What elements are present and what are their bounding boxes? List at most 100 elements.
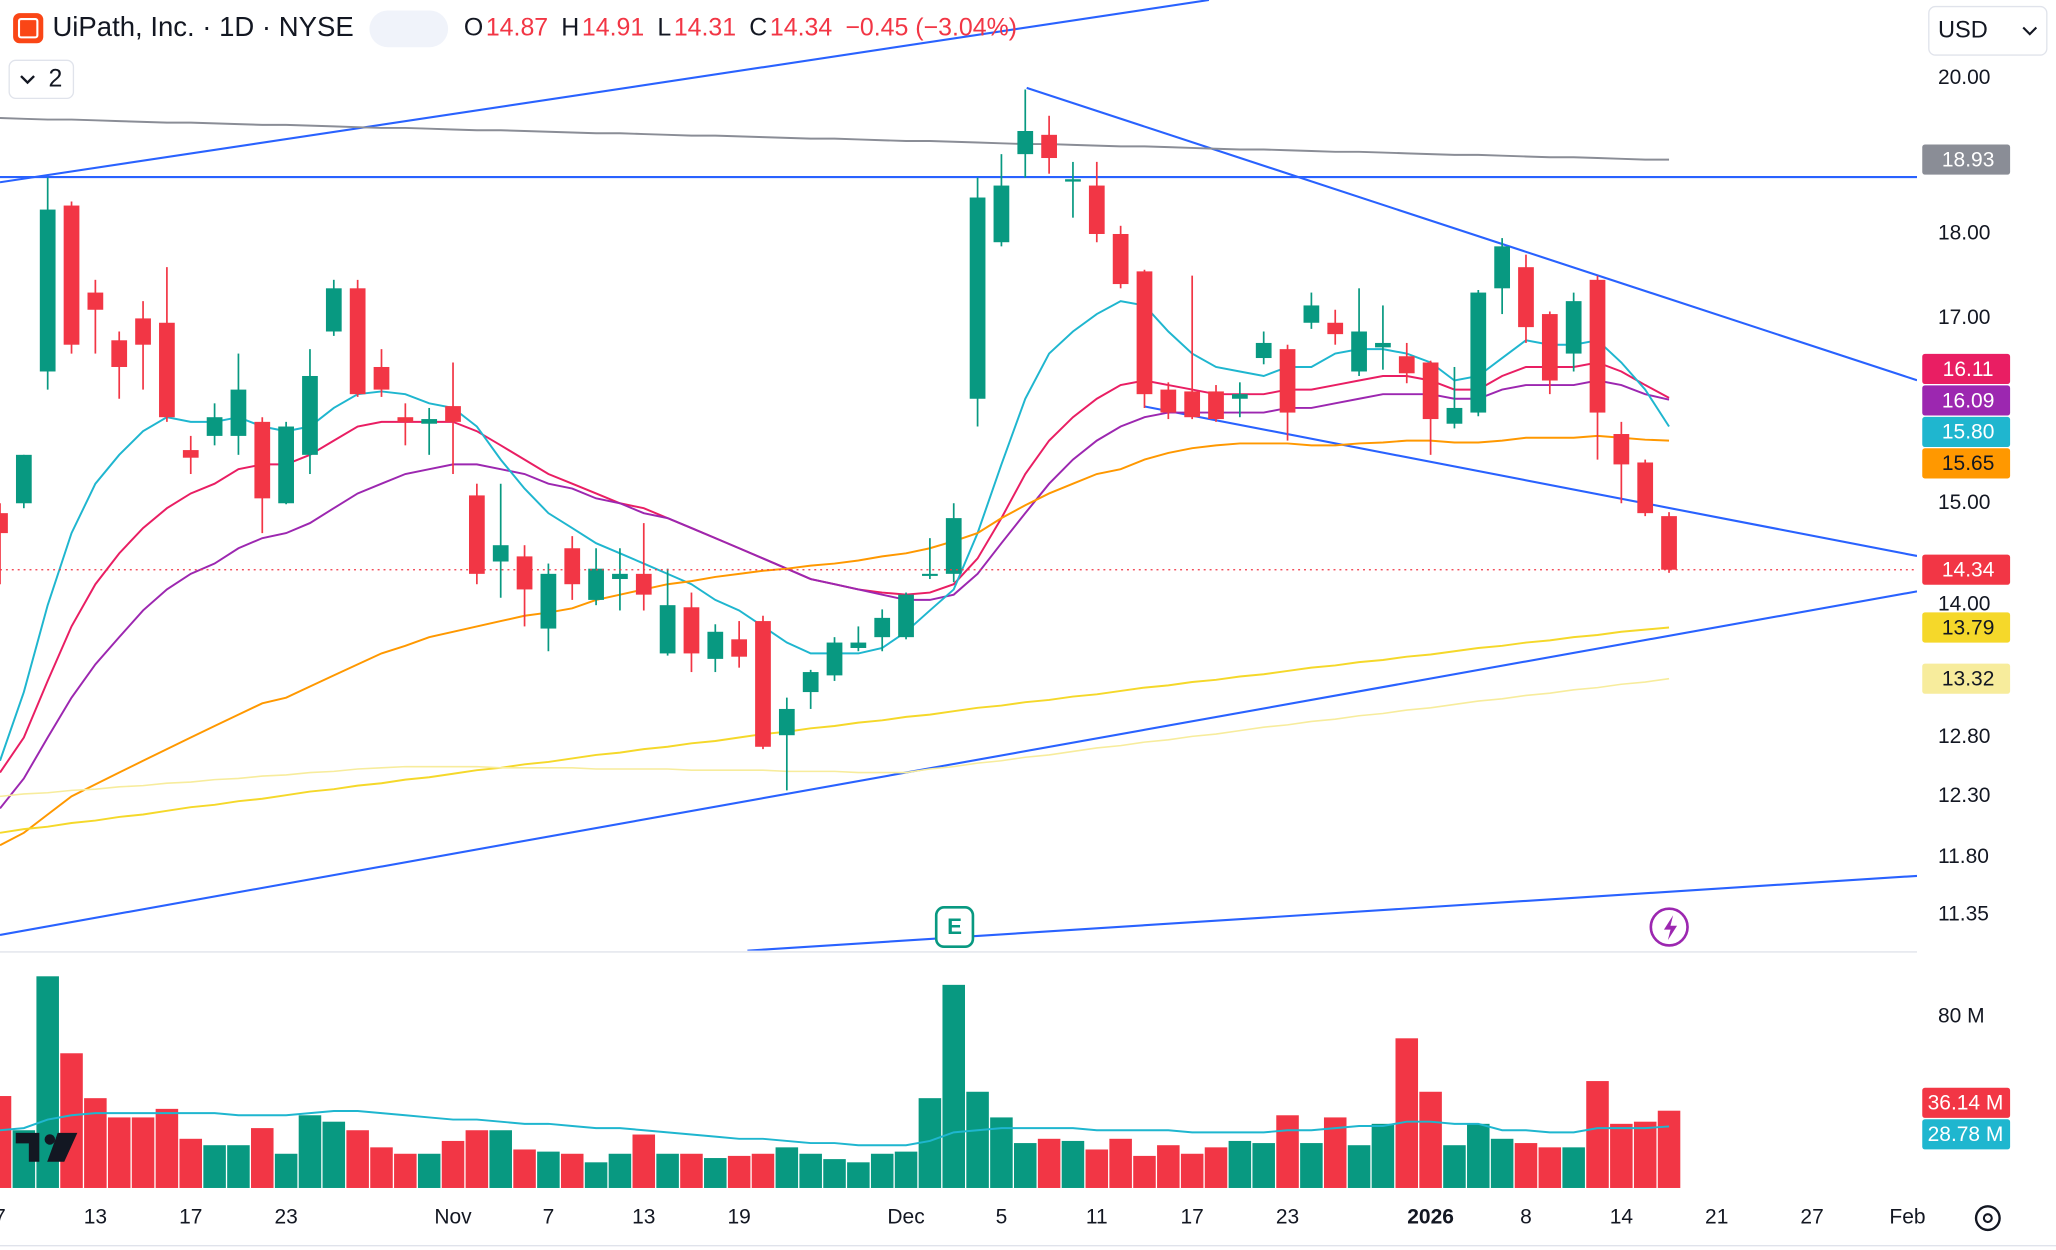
candle-body <box>1661 516 1677 570</box>
status-pill[interactable] <box>369 10 449 48</box>
ohlc-key: O <box>464 13 483 41</box>
price-tag-label: 15.65 <box>1942 452 1994 475</box>
symbol-title: UiPath, Inc. · 1D · NYSE <box>52 11 353 42</box>
volume-bar <box>1562 1147 1585 1188</box>
volume-bar <box>775 1147 799 1188</box>
candle-body <box>755 621 771 747</box>
volume-bar <box>1586 1081 1609 1188</box>
candle-body <box>230 389 247 436</box>
volume-bar <box>346 1130 369 1188</box>
volume-bar <box>1633 1121 1657 1188</box>
candle-body <box>421 419 438 424</box>
volume-bar <box>1443 1145 1466 1188</box>
candle-body <box>1208 391 1224 420</box>
volume-tag-label: 28.78 M <box>1928 1123 2004 1146</box>
candle-body <box>1017 130 1034 155</box>
volume-bar <box>870 1153 894 1188</box>
logo-part <box>47 1132 78 1162</box>
candle-body <box>1160 389 1177 413</box>
header: UiPath, Inc. · 1D · NYSE ✱≈O14.87H14.91L… <box>13 11 1017 44</box>
volume-bar <box>1109 1138 1132 1188</box>
volume-bar <box>680 1153 703 1188</box>
price-tag <box>1922 353 2011 385</box>
volume-bar <box>1657 1110 1681 1188</box>
volume-bar <box>560 1153 584 1188</box>
indicators-toggle[interactable] <box>8 59 75 100</box>
x-tick-label: 27 <box>1800 1206 1823 1229</box>
volume-pane <box>0 976 1681 1188</box>
candle-body <box>993 185 1010 243</box>
volume-bar <box>1467 1123 1490 1188</box>
candle-body <box>588 568 604 600</box>
x-tick-label: 13 <box>84 1206 107 1229</box>
volume-bar <box>799 1153 822 1188</box>
candle-body <box>1279 349 1296 413</box>
y-tick-label: 12.30 <box>1938 784 1990 807</box>
indicators-count: 2 <box>49 65 63 93</box>
chevron <box>2022 26 2038 36</box>
x-tick-label: 7 <box>0 1206 6 1229</box>
volume-bar <box>0 1096 12 1188</box>
price-tag <box>1922 144 2011 175</box>
candle-body <box>135 318 151 345</box>
candle-body <box>0 513 8 534</box>
price-tag <box>1922 663 2011 694</box>
candle-body <box>1637 462 1654 514</box>
x-tick-label: Dec <box>887 1206 924 1229</box>
candle-body <box>254 421 271 499</box>
volume-bar <box>966 1091 989 1188</box>
tradingview-logo <box>15 1132 78 1162</box>
ohlc-key: L <box>657 13 671 41</box>
candle-body <box>945 518 962 574</box>
candle-body <box>39 209 56 372</box>
candle-body <box>564 548 581 585</box>
candle-body <box>63 205 80 345</box>
x-tick-label: 2026 <box>1407 1206 1454 1229</box>
price-tag-label: 13.32 <box>1942 668 1994 691</box>
volume-bar <box>608 1153 632 1188</box>
logo <box>13 13 44 44</box>
price-pane <box>0 89 1918 847</box>
volume-bar <box>1538 1147 1562 1188</box>
candle-body <box>159 322 175 418</box>
volume-bar <box>60 1053 83 1188</box>
volume-bar <box>1228 1140 1252 1188</box>
volume-tag-label: 36.14 M <box>1928 1092 2004 1115</box>
price-tag-label: 15.80 <box>1942 421 1994 444</box>
volume-bar <box>107 1117 131 1188</box>
volume-bar <box>1085 1149 1109 1188</box>
ma-line <box>0 1110 1670 1147</box>
volume-bar <box>1514 1143 1538 1188</box>
earnings-marker[interactable] <box>934 906 975 949</box>
candle-body <box>1041 134 1057 159</box>
candle-body <box>278 426 294 504</box>
ohlc-value: 14.34 <box>770 13 832 41</box>
candle-body <box>1255 342 1272 359</box>
settings-icon[interactable] <box>1974 1205 2001 1232</box>
x-tick-label: 13 <box>632 1206 655 1229</box>
candle-body <box>1231 394 1248 399</box>
volume-bar <box>823 1159 846 1188</box>
volume-bar <box>1371 1123 1395 1188</box>
logo-mark <box>17 17 39 39</box>
candle-body <box>540 573 557 629</box>
candle-body <box>1112 233 1129 285</box>
volume-bar <box>1610 1123 1633 1188</box>
volume-bar <box>1419 1091 1442 1188</box>
x-tick-label: Nov <box>434 1206 472 1229</box>
currency-button[interactable] <box>1928 5 2048 56</box>
candle-body <box>1375 342 1391 348</box>
volume-bar <box>131 1117 155 1188</box>
candle-body <box>1422 362 1439 420</box>
candle-body <box>373 366 390 390</box>
candle-body <box>612 573 628 580</box>
price-tag <box>1922 554 2011 585</box>
settings-icon-core <box>1982 1213 1993 1224</box>
x-tick-label: 8 <box>1520 1206 1532 1229</box>
trend-line <box>0 590 1918 936</box>
price-tag-label: 16.09 <box>1942 389 1994 412</box>
volume-bar <box>704 1158 727 1188</box>
trend-line <box>0 0 1210 184</box>
logo-part <box>44 1134 56 1145</box>
